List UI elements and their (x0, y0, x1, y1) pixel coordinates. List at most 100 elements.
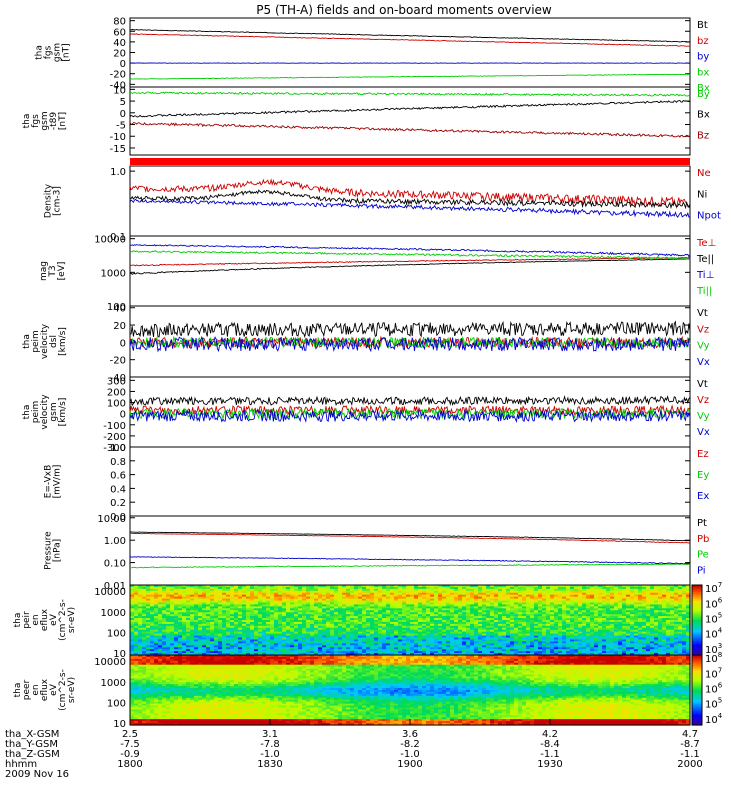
heatmap-cell (242, 600, 247, 604)
heatmap-cell (630, 586, 635, 590)
heatmap-cell (318, 596, 323, 600)
heatmap-cell (394, 616, 399, 619)
heatmap-cell (142, 629, 147, 633)
heatmap-cell (678, 604, 683, 607)
heatmap-cell (242, 602, 247, 606)
heatmap-cell (246, 590, 251, 594)
heatmap-cell (266, 629, 271, 633)
heatmap-cell (450, 618, 455, 621)
heatmap-cell (322, 645, 327, 648)
heatmap-cell (466, 645, 471, 648)
heatmap-cell (490, 610, 495, 613)
heatmap-cell (174, 586, 179, 590)
heatmap-cell (458, 641, 463, 644)
heatmap-cell (134, 586, 139, 590)
heatmap-cell (286, 614, 291, 617)
heatmap-cell (298, 602, 303, 606)
heatmap-cell (278, 649, 283, 652)
heatmap-cell (634, 641, 639, 644)
legend-label: Ti⊥ (696, 270, 714, 281)
heatmap-cell (134, 631, 139, 635)
heatmap-cell (590, 633, 595, 637)
heatmap-cell (142, 627, 147, 631)
heatmap-cell (162, 639, 167, 642)
heatmap-cell (178, 639, 183, 642)
heatmap-cell (446, 645, 451, 648)
y-axis-label-line: peim (31, 330, 41, 353)
heatmap-cell (630, 633, 635, 637)
heatmap-cell (522, 608, 527, 611)
heatmap-cell (258, 618, 263, 621)
heatmap-cell (202, 639, 207, 642)
heatmap-cell (630, 623, 635, 627)
heatmap-cell (198, 618, 203, 621)
heatmap-cell (510, 647, 515, 650)
heatmap-cell (150, 590, 155, 594)
heatmap-cell (506, 620, 511, 623)
y-tick-label: 10 (113, 649, 126, 660)
heatmap-cell (470, 600, 475, 604)
heatmap-cell (518, 608, 523, 611)
heatmap-cell (566, 631, 571, 635)
heatmap-cell (582, 590, 587, 594)
heatmap-cell (506, 621, 511, 625)
heatmap-cell (302, 602, 307, 606)
heatmap-cell (354, 637, 359, 641)
heatmap-cell (150, 608, 155, 611)
heatmap-cell (270, 641, 275, 644)
heatmap-cell (542, 627, 547, 631)
heatmap-cell (630, 629, 635, 633)
heatmap-cell (498, 641, 503, 644)
heatmap-cell (374, 647, 379, 650)
heatmap-cell (166, 635, 171, 639)
heatmap-cell (334, 592, 339, 596)
heatmap-cell (206, 612, 211, 615)
heatmap-cell (246, 592, 251, 596)
heatmap-cell (390, 641, 395, 644)
heatmap-cell (402, 598, 407, 602)
heatmap-cell (558, 594, 563, 598)
heatmap-cell (314, 639, 319, 642)
heatmap-cell (626, 620, 631, 623)
heatmap-cell (526, 594, 531, 598)
heatmap-cell (138, 637, 143, 641)
y-tick-label: -200 (103, 432, 126, 443)
heatmap-cell (546, 623, 551, 627)
heatmap-cell (386, 588, 391, 592)
heatmap-cell (514, 631, 519, 635)
heatmap-cell (514, 590, 519, 594)
heatmap-cell (218, 633, 223, 637)
heatmap-cell (318, 590, 323, 594)
heatmap-cell (142, 592, 147, 596)
heatmap-cell (194, 608, 199, 611)
heatmap-cell (642, 620, 647, 623)
heatmap-cell (274, 594, 279, 598)
heatmap-cell (506, 639, 511, 642)
heatmap-cell (202, 585, 207, 588)
y-tick-label: 0 (120, 410, 126, 421)
heatmap-cell (622, 598, 627, 602)
heatmap-cell (530, 631, 535, 635)
heatmap-cell (282, 618, 287, 621)
heatmap-cell (550, 623, 555, 627)
heatmap-cell (214, 596, 219, 600)
heatmap-cell (610, 637, 615, 641)
heatmap-cell (182, 594, 187, 598)
heatmap-cell (282, 590, 287, 594)
heatmap-cell (394, 641, 399, 644)
heatmap-cell (330, 637, 335, 641)
heatmap-cell (350, 625, 355, 629)
heatmap-cell (506, 610, 511, 613)
heatmap-cell (606, 620, 611, 623)
heatmap-cell (194, 643, 199, 646)
heatmap-cell (462, 621, 467, 625)
heatmap-cell (390, 649, 395, 652)
heatmap-cell (330, 649, 335, 652)
heatmap-cell (426, 588, 431, 592)
heatmap-cell (154, 594, 159, 598)
heatmap-cell (526, 616, 531, 619)
heatmap-cell (658, 637, 663, 641)
heatmap-cell (426, 600, 431, 604)
heatmap-cell (250, 616, 255, 619)
heatmap-cell (638, 627, 643, 631)
